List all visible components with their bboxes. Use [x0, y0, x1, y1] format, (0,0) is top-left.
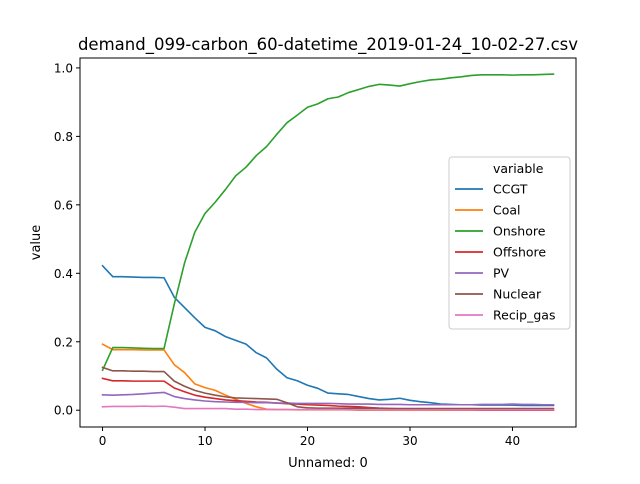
x-axis-label: Unnamed: 0 [288, 456, 368, 471]
legend-label-pv: PV [493, 266, 510, 281]
legend-label-offshore: Offshore [493, 245, 546, 260]
x-tick-label: 20 [300, 434, 315, 448]
series-line-recip-gas [101, 405, 555, 411]
x-tick-label: 0 [99, 434, 107, 448]
plot-frame [79, 57, 577, 428]
x-axis: 0 10 20 30 40 [99, 427, 520, 448]
y-tick-label: 0.2 [54, 335, 73, 349]
legend-label-ccgt: CCGT [493, 182, 528, 197]
legend-box [448, 156, 571, 330]
legend-label-onshore: Onshore [493, 224, 546, 239]
series-line-nuclear [101, 366, 555, 410]
chart-title: demand_099-carbon_60-datetime_2019-01-24… [78, 35, 578, 55]
legend-title: variable [493, 161, 544, 176]
legend-label-recip-gas: Recip_gas [493, 308, 555, 323]
x-tick-label: 40 [505, 434, 520, 448]
legend-label-coal: Coal [493, 203, 521, 218]
y-tick-label: 0.8 [54, 130, 73, 144]
series-line-pv [101, 391, 555, 406]
legend: variable CCGT Coal Onshore Offshore PV Nuclear… [448, 156, 571, 330]
y-tick-label: 1.0 [54, 61, 73, 75]
series-line-onshore [101, 73, 555, 372]
y-tick-label: 0.4 [54, 267, 73, 281]
x-tick-label: 30 [402, 434, 417, 448]
y-axis: 0.0 0.2 0.4 0.6 0.8 1.0 [54, 61, 80, 418]
series-layer [101, 73, 555, 412]
y-tick-label: 0.0 [54, 404, 73, 418]
y-tick-label: 0.6 [54, 198, 73, 212]
legend-label-nuclear: Nuclear [493, 287, 542, 302]
y-axis-label: value [29, 225, 44, 261]
x-tick-label: 10 [197, 434, 212, 448]
